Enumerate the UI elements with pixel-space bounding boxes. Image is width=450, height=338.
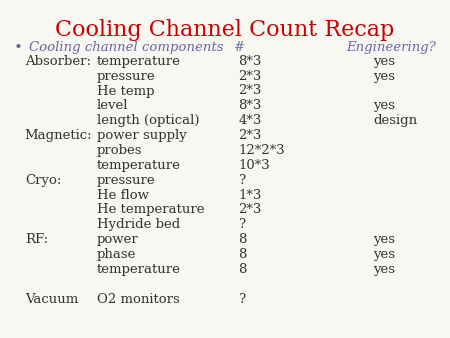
Text: power: power (97, 233, 139, 246)
Text: 2*3: 2*3 (238, 70, 262, 82)
Text: yes: yes (374, 99, 396, 112)
Text: phase: phase (97, 248, 136, 261)
Text: Cooling Channel Count Recap: Cooling Channel Count Recap (55, 19, 395, 41)
Text: Magnetic:: Magnetic: (25, 129, 92, 142)
Text: 2*3: 2*3 (238, 84, 262, 97)
Text: design: design (374, 114, 418, 127)
Text: ?: ? (238, 293, 246, 306)
Text: 8: 8 (238, 233, 247, 246)
Text: Vacuum: Vacuum (25, 293, 78, 306)
Text: RF:: RF: (25, 233, 48, 246)
Text: 1*3: 1*3 (238, 189, 262, 201)
Text: Engineering?: Engineering? (346, 41, 436, 54)
Text: ?: ? (238, 174, 246, 187)
Text: probes: probes (97, 144, 142, 157)
Text: He temp: He temp (97, 84, 154, 97)
Text: ?: ? (238, 218, 246, 231)
Text: #: # (234, 41, 245, 54)
Text: yes: yes (374, 70, 396, 82)
Text: He flow: He flow (97, 189, 149, 201)
Text: 2*3: 2*3 (238, 129, 262, 142)
Text: O2 monitors: O2 monitors (97, 293, 180, 306)
Text: power supply: power supply (97, 129, 186, 142)
Text: 8*3: 8*3 (238, 55, 262, 68)
Text: yes: yes (374, 55, 396, 68)
Text: level: level (97, 99, 128, 112)
Text: pressure: pressure (97, 70, 155, 82)
Text: Hydride bed: Hydride bed (97, 218, 180, 231)
Text: 8: 8 (238, 248, 247, 261)
Text: 10*3: 10*3 (238, 159, 270, 172)
Text: yes: yes (374, 248, 396, 261)
Text: 8: 8 (238, 263, 247, 276)
Text: 12*2*3: 12*2*3 (238, 144, 285, 157)
Text: 4*3: 4*3 (238, 114, 262, 127)
Text: yes: yes (374, 233, 396, 246)
Text: pressure: pressure (97, 174, 155, 187)
Text: temperature: temperature (97, 159, 180, 172)
Text: 2*3: 2*3 (238, 203, 262, 216)
Text: Cryo:: Cryo: (25, 174, 61, 187)
Text: •: • (14, 41, 22, 54)
Text: temperature: temperature (97, 263, 180, 276)
Text: length (optical): length (optical) (97, 114, 199, 127)
Text: temperature: temperature (97, 55, 180, 68)
Text: He temperature: He temperature (97, 203, 204, 216)
Text: Absorber:: Absorber: (25, 55, 91, 68)
Text: Cooling channel components: Cooling channel components (29, 41, 224, 54)
Text: 8*3: 8*3 (238, 99, 262, 112)
Text: yes: yes (374, 263, 396, 276)
